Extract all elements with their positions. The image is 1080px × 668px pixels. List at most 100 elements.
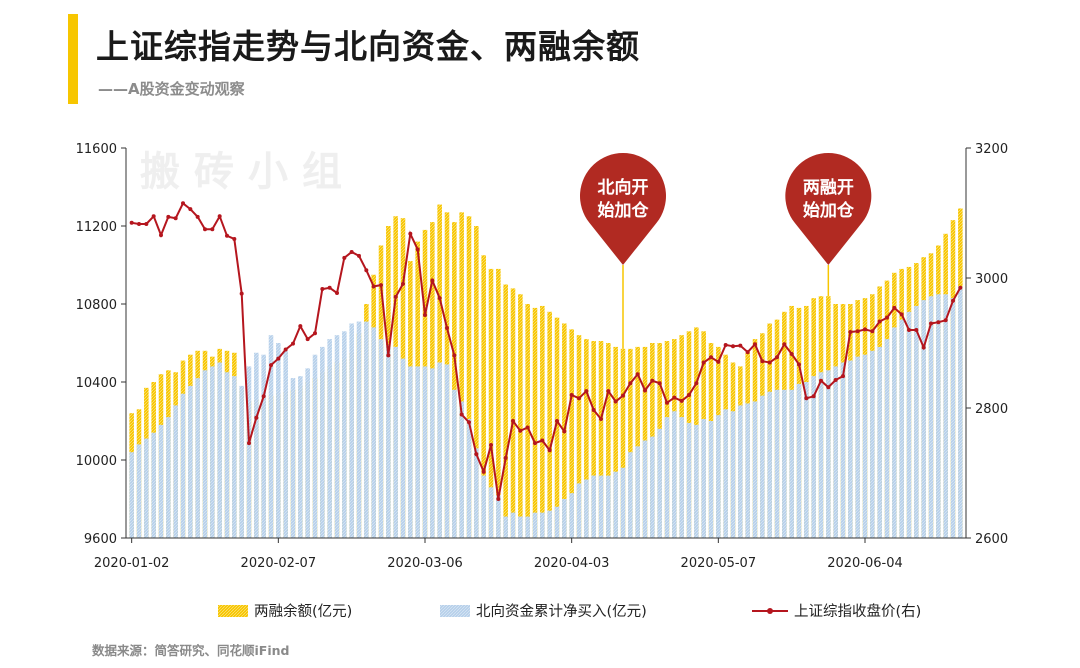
northbound-bar [708, 421, 714, 538]
northbound-bar [400, 358, 406, 538]
northbound-bar [818, 372, 824, 538]
northbound-bar [789, 389, 794, 538]
right-tick-label: 3000 [975, 272, 1008, 287]
annotation-text: 始加仓 [598, 200, 650, 221]
index-point [584, 389, 589, 394]
northbound-bar [254, 352, 259, 538]
northbound-bar [422, 366, 428, 538]
index-point [188, 207, 193, 212]
northbound-bar [312, 354, 318, 538]
index-point [349, 250, 354, 254]
index-point [298, 324, 303, 329]
annotation-pin [785, 153, 872, 265]
margin-bar [452, 222, 457, 538]
index-point [921, 345, 926, 350]
northbound-bar [774, 389, 780, 538]
margin-bar [598, 341, 604, 538]
index-point [811, 394, 816, 399]
annotation-text: 两融开 [803, 178, 854, 198]
northbound-bar [723, 409, 728, 538]
northbound-bar [437, 362, 442, 538]
index-point [225, 233, 229, 238]
northbound-bar [210, 366, 215, 538]
margin-bar [620, 348, 626, 538]
right-tick-label: 2800 [975, 402, 1008, 417]
index-point [423, 313, 427, 318]
index-point [357, 253, 361, 258]
index-point [650, 378, 655, 383]
northbound-bar [371, 327, 376, 538]
northbound-bar [921, 300, 926, 538]
northbound-bar [180, 393, 186, 538]
index-point [327, 285, 332, 290]
northbound-bar [701, 419, 706, 538]
northbound-bar [826, 370, 831, 538]
margin-bar [474, 226, 479, 538]
index-point [804, 396, 809, 401]
left-tick-label: 10000 [76, 454, 117, 469]
index-point [907, 328, 911, 332]
index-point [782, 342, 787, 347]
northbound-bar [342, 331, 347, 538]
northbound-bar [195, 378, 200, 538]
northbound-bar [364, 321, 369, 538]
index-point [797, 362, 801, 367]
northbound-bar [892, 327, 897, 538]
margin-bar [554, 317, 560, 538]
northbound-bar [679, 417, 684, 538]
northbound-bar [840, 362, 846, 538]
northbound-bar [833, 366, 838, 538]
index-point [870, 329, 875, 334]
northbound-bar [320, 346, 325, 538]
index-point [577, 396, 581, 401]
northbound-bar [349, 323, 354, 538]
index-point [232, 237, 237, 241]
x-tick-label: 2020-01-02 [94, 556, 170, 571]
index-point [709, 355, 713, 360]
northbound-bar [672, 411, 677, 538]
index-point [129, 220, 134, 225]
margin-bar [525, 304, 530, 538]
index-point [217, 214, 222, 219]
index-point [474, 452, 479, 457]
margin-bar [613, 346, 618, 538]
northbound-bar [613, 471, 618, 538]
northbound-bar [642, 440, 648, 538]
index-point [503, 456, 508, 461]
index-point [239, 291, 244, 296]
northbound-bar [474, 448, 479, 538]
northbound-bar [283, 350, 288, 538]
index-point [841, 374, 845, 379]
northbound-bar [547, 510, 552, 538]
index-point [481, 469, 486, 474]
index-point [445, 326, 449, 331]
index-point [313, 331, 317, 336]
chart-subtitle: ——A股资金变动观察 [98, 80, 245, 98]
northbound-bar [569, 493, 574, 538]
northbound-bar [386, 344, 391, 538]
northbound-bar [914, 305, 919, 538]
x-tick-label: 2020-03-06 [387, 556, 463, 571]
index-point [276, 356, 281, 361]
margin-bar [532, 307, 538, 538]
index-point [269, 363, 273, 368]
northbound-bar [444, 364, 450, 538]
index-point [929, 321, 933, 326]
northbound-bar [950, 298, 956, 538]
index-point [173, 216, 178, 221]
index-point [892, 305, 897, 310]
index-point [731, 344, 735, 349]
northbound-bar [606, 475, 611, 538]
legend-swatch-northbound [440, 605, 470, 617]
northbound-bar [232, 376, 237, 538]
index-point [144, 222, 149, 227]
index-point [936, 320, 941, 325]
left-tick-label: 9600 [84, 532, 117, 547]
northbound-bar [415, 366, 420, 538]
index-point [775, 355, 779, 360]
northbound-bar [767, 391, 772, 538]
northbound-bar [129, 452, 134, 538]
northbound-bar [276, 343, 281, 538]
index-point [738, 343, 743, 348]
